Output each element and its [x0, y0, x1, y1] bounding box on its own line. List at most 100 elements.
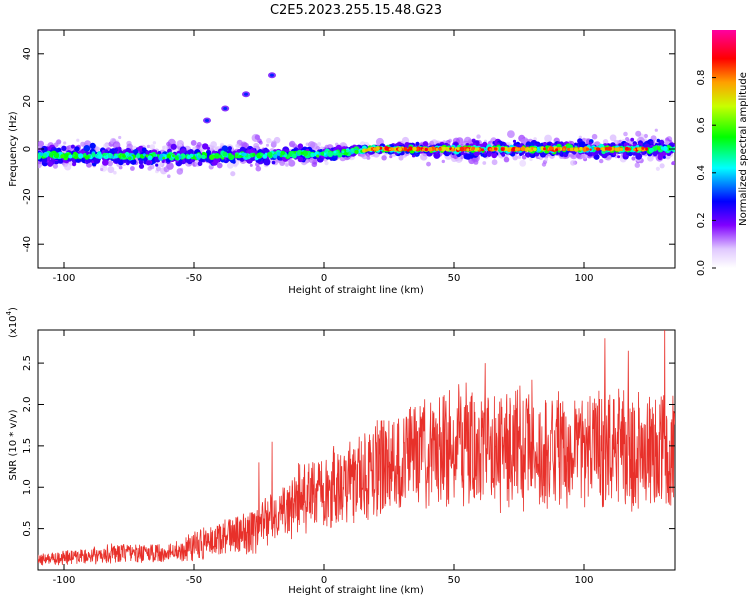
spectrogram-cell [68, 154, 73, 159]
spectrogram-cell [535, 152, 539, 157]
spectrogram-cell [658, 142, 661, 146]
x-tick-label: -100 [53, 273, 76, 284]
spectrogram-cell [152, 141, 157, 145]
spectrogram-cell [40, 152, 44, 156]
spectrogram-cell [589, 148, 592, 151]
spectrogram-cell [206, 146, 210, 151]
spectrogram-cell [656, 138, 660, 143]
spectrogram-cell [662, 155, 666, 159]
spectrogram-cell [565, 151, 569, 155]
spectrogram-cell [641, 146, 645, 150]
spectrogram-cell [89, 142, 96, 149]
spectrogram-cell [147, 155, 153, 161]
spectrogram-cell [657, 154, 663, 161]
spectrogram-cell [426, 161, 431, 167]
y-tick-label: -40 [22, 236, 33, 252]
spectrogram-cell [398, 147, 402, 152]
spectrogram-cell [283, 154, 287, 158]
spectrogram-cell [324, 161, 329, 166]
spectrogram-cell [235, 143, 240, 148]
snr-multiplier-base: (x10 [8, 315, 19, 338]
spectrogram-cell [78, 153, 84, 159]
spectrogram-cell [107, 166, 115, 174]
y-tick-label: 0 [22, 146, 33, 152]
spectrogram-cell [128, 156, 132, 160]
spectrogram-cell [671, 162, 675, 165]
x-tick-label: 100 [574, 273, 593, 284]
colorbar-label: Normalized spectral amplitude [738, 72, 749, 226]
spectrogram-cell [42, 153, 47, 158]
spectrogram-cell [226, 162, 234, 169]
spectrogram-cell [118, 147, 122, 151]
spectrogram-cell [487, 152, 492, 157]
spectrogram-cell [97, 151, 101, 155]
spectrogram-cell [456, 147, 461, 151]
spectrogram-cell [197, 154, 202, 159]
trace-core [205, 118, 209, 122]
spectrogram-cell [438, 147, 442, 151]
y-tick-label: 0.5 [22, 521, 33, 537]
spectrogram-cell [118, 135, 122, 140]
spectrogram-cell [102, 159, 109, 166]
spectrogram-cell [159, 154, 164, 158]
spectrogram-cell [567, 147, 571, 151]
y-tick-label: 40 [22, 47, 33, 60]
spectrogram-cell [259, 155, 262, 159]
spectrogram-cell [500, 147, 504, 151]
spectrogram-cell [570, 160, 576, 166]
spectrogram-cell [216, 162, 223, 169]
spectrogram-cell [125, 151, 130, 157]
colorbar: 0.0 0.2 0.4 0.6 0.8 Normalized spectral ampl… [696, 30, 749, 276]
snr-frame [37, 329, 676, 571]
spectrogram-cell [519, 159, 527, 167]
spectrogram-cell [163, 166, 170, 173]
spectrogram-cell [155, 166, 162, 172]
colorbar-tick-label: 0.6 [696, 117, 707, 133]
spectrogram-cell [114, 155, 118, 159]
spectrogram-cell [63, 141, 67, 145]
spectrogram-cell [654, 128, 658, 132]
spectrogram-cell [104, 149, 109, 154]
spectrogram-cell [367, 147, 372, 152]
spectrogram-cell [647, 155, 654, 162]
y-tick-label: 2.5 [22, 355, 33, 371]
spectrogram-cell [239, 152, 242, 155]
spectrogram-cell [520, 146, 526, 152]
x-tick-label: -50 [186, 273, 202, 284]
snr-multiplier: (x104) [5, 307, 19, 338]
spectrogram-cell [625, 146, 629, 151]
spectrogram-cell [41, 157, 48, 164]
spectrogram-cell [599, 158, 604, 164]
spectrogram-cell [146, 144, 151, 149]
x-tick-label: 0 [321, 575, 327, 586]
spectrogram-cell [482, 141, 488, 147]
colorbar-tick-label: 0.4 [696, 165, 707, 181]
spectrogram-cell [145, 160, 152, 166]
spectrogram-cell [76, 138, 80, 142]
spectrogram-cell [655, 166, 661, 171]
spectrogram-cell [481, 148, 485, 152]
spectrogram-cell [365, 148, 368, 152]
spectrogram-cell [511, 146, 517, 152]
figure-title: C2E5.2023.255.15.48.G23 [270, 3, 442, 18]
spectrogram-cell [421, 148, 425, 152]
spectrogram-cell [544, 157, 549, 162]
spectrogram-cell [507, 130, 515, 139]
spectrogram-cell [153, 153, 157, 157]
spectrogram-cell [619, 147, 624, 151]
spectrogram-cell [562, 148, 566, 151]
spectrogram-cell [221, 145, 229, 152]
spectrogram-cell [271, 160, 276, 165]
x-tick-label: 100 [574, 575, 593, 586]
spectrogram-cell [541, 162, 547, 167]
spectrogram-cell [520, 138, 528, 145]
spectrogram-cell [494, 147, 498, 151]
spectrogram-cell [273, 154, 278, 159]
snr-series-line [38, 330, 675, 566]
spectrogram-cell [254, 134, 261, 140]
spectrogram-cell [70, 144, 75, 149]
spectrogram-cell [140, 154, 144, 159]
trace-core [270, 73, 274, 77]
spectrogram-cell [162, 156, 166, 160]
